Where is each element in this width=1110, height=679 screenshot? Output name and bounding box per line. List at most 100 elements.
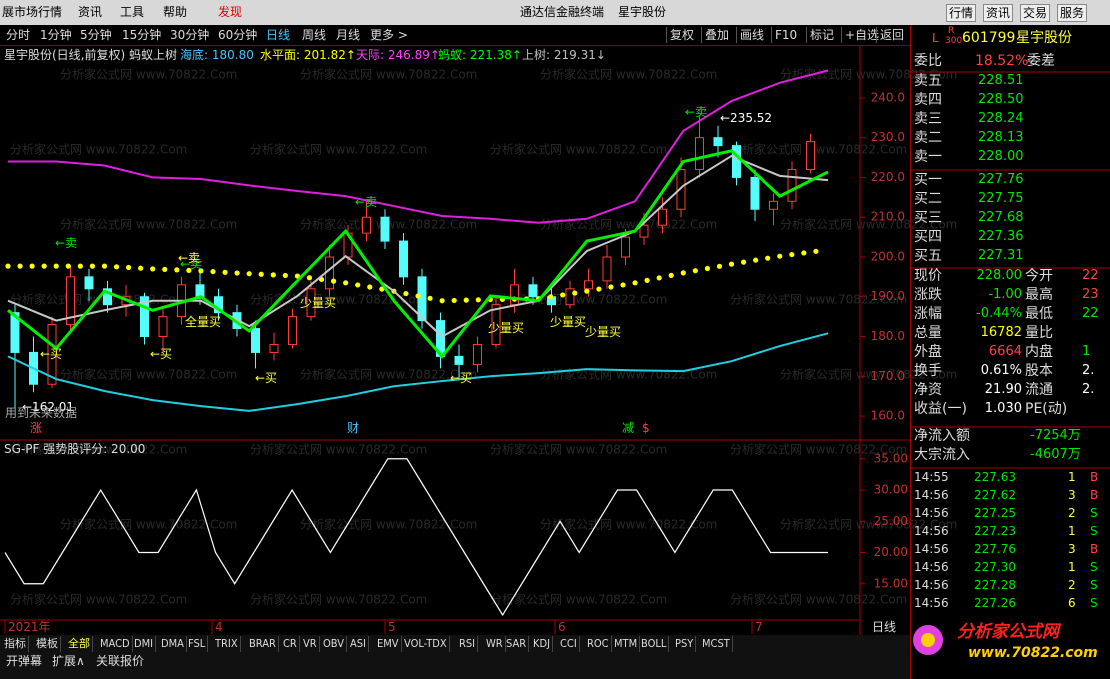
indicator-tab[interactable]: SAR [506,636,530,652]
stat-label: 净资 [914,382,942,398]
dot [355,282,361,288]
toolbar-button[interactable]: 返回 [876,27,904,43]
period-tab[interactable]: 60分钟 [218,28,258,42]
indicator-tab[interactable]: BOLL [641,636,670,652]
toolbar-button[interactable]: 叠加 [701,27,729,43]
x-tick-label: 6 [558,620,566,634]
indicator-tab[interactable]: MCST [702,636,733,652]
stat-label: 现价 [914,268,942,284]
annotation: 财 [347,421,360,435]
indicator-tab[interactable]: PSY [675,636,697,652]
candle-body [195,284,205,298]
indicator-tab[interactable]: 指标 [4,636,29,652]
period-tab[interactable]: 月线 [336,28,361,42]
menu-item[interactable]: 展市场行情 [2,5,63,19]
indicator-tab[interactable]: 全部 [68,636,93,652]
stat-label: 收益(一) [914,401,967,417]
tick-price: 227.25 [974,506,1016,520]
indicator-tab[interactable]: VR [303,636,320,652]
bottom-button[interactable]: 关联报价 [96,654,145,668]
indicator-tab[interactable]: ASI [350,636,369,652]
toolbar-button[interactable]: +自选 [841,27,879,43]
book-price: 227.68 [978,210,1024,225]
book-label: 卖一 [914,149,942,165]
bottom-button[interactable]: 开弹幕 [6,654,43,668]
period-tab[interactable]: 更多 > [370,28,408,42]
tick-time: 14:56 [914,542,949,556]
indicator-tab[interactable]: KDJ [533,636,554,652]
dot [632,280,638,286]
candle-body [66,276,75,326]
tick-side: S [1090,506,1098,520]
toolbar-button[interactable]: 标记 [806,27,834,43]
menu-item[interactable]: 帮助 [163,5,188,19]
stat-label: 流通 [1025,382,1053,398]
menu-button[interactable]: 服务 [1057,4,1088,22]
stat-label: 换手 [914,363,942,379]
flag: L [932,31,939,45]
indicator-tab[interactable]: OBV [323,636,348,652]
bottom-button[interactable]: 扩展∧ [52,654,85,668]
stat-value: 22 [1082,268,1099,283]
annotation: ←卖 [180,257,203,271]
period-tab[interactable]: 日线 [266,28,291,42]
ratio-value: 18.52% [975,53,1029,69]
tick-price: 227.30 [974,560,1016,574]
dot [644,277,650,283]
period-tab[interactable]: 15分钟 [122,28,162,42]
indicator-tab[interactable]: ROC [587,636,612,652]
period-tab[interactable]: 5分钟 [80,28,112,42]
tick-volume: 2 [1068,506,1076,520]
period-tab[interactable]: 30分钟 [170,28,210,42]
stat-value: 2. [1082,363,1095,378]
indicator-tab[interactable]: RSI [459,636,479,652]
indicator-tab[interactable]: CR [283,636,300,652]
indicator-tab[interactable]: CCI [560,636,580,652]
annotation: ←买 [40,347,63,361]
indicator-tab[interactable]: DMI [134,636,157,652]
annotation: 减 [622,421,635,435]
indicator-tab[interactable]: FSL [188,636,209,652]
indicator-tab[interactable]: MTM [614,636,641,652]
menu-item[interactable]: 发现 [218,5,243,19]
indicator-tab[interactable]: MACD [100,636,133,652]
dot [560,292,566,298]
stat-label: 最低 [1025,306,1053,322]
period-tab[interactable]: 1分钟 [40,28,72,42]
indicator-tab[interactable]: DMA [161,636,187,652]
watermark: 分析家公式网 www.70822.Com [250,142,427,157]
dot [198,268,204,274]
tick-volume: 1 [1068,470,1076,484]
period-tab[interactable]: 分时 [6,28,31,42]
candle-body [417,276,427,322]
toolbar-button[interactable]: 画线 [736,27,764,43]
tick-time: 14:56 [914,578,949,592]
indicator-tab[interactable]: EMV [377,636,402,652]
book-price: 228.24 [978,111,1024,126]
indicator-tab[interactable]: TRIX [215,636,241,652]
indicator-tab[interactable]: WR [486,636,506,652]
dot [439,298,445,304]
tick-price: 227.23 [974,524,1016,538]
menu-button[interactable]: 行情 [946,4,977,22]
logo-url: www.70822.com [968,645,1098,661]
toolbar-button[interactable]: F10 [771,27,797,43]
dot [427,295,433,301]
watermark: 分析家公式网 www.70822.Com [780,517,957,532]
menu-item[interactable]: 资讯 [78,5,103,19]
indicator-tab[interactable]: VOL-TDX [404,636,450,652]
sub-header: SG-PF 强势股评分: 20.00 [4,442,146,456]
menu-button[interactable]: 资讯 [983,4,1014,22]
menu-button[interactable]: 交易 [1020,4,1051,22]
indicator-tab[interactable]: 模板 [36,636,61,652]
annotation: 用到未来数据 [5,406,78,420]
candle-body [565,288,575,306]
candle-body [602,256,612,282]
indicator-tab[interactable]: BRAR [249,636,279,652]
toolbar-button[interactable]: 复权 [666,27,694,43]
menu-item[interactable]: 工具 [120,5,145,19]
period-tab[interactable]: 周线 [302,28,327,42]
candle-body [787,168,797,202]
stat-value: 228.00 [976,268,1023,283]
candle-body [676,168,686,210]
